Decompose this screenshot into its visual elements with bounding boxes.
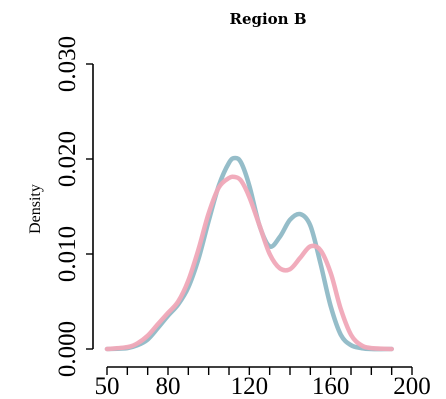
y-tick-label: 0.030 <box>54 36 81 92</box>
x-tick-label: 80 <box>156 373 181 399</box>
axes: 0.000 0.010 0.020 0.030 50 80 120 160 200 <box>54 36 431 399</box>
y-axis-label: Density <box>27 184 44 234</box>
x-tick-label: 160 <box>312 373 350 399</box>
chart-title: Region B <box>229 10 306 28</box>
x-tick-label: 120 <box>231 373 269 399</box>
x-tick-label: 200 <box>393 373 431 399</box>
density-curve-blue <box>104 155 394 352</box>
y-tick-label: 0.010 <box>54 226 81 282</box>
density-curve-pink <box>104 174 394 352</box>
y-tick-label: 0.020 <box>54 131 81 187</box>
y-tick-label: 0.000 <box>54 321 81 377</box>
plot-area <box>104 155 394 352</box>
x-tick-label: 50 <box>95 373 120 399</box>
